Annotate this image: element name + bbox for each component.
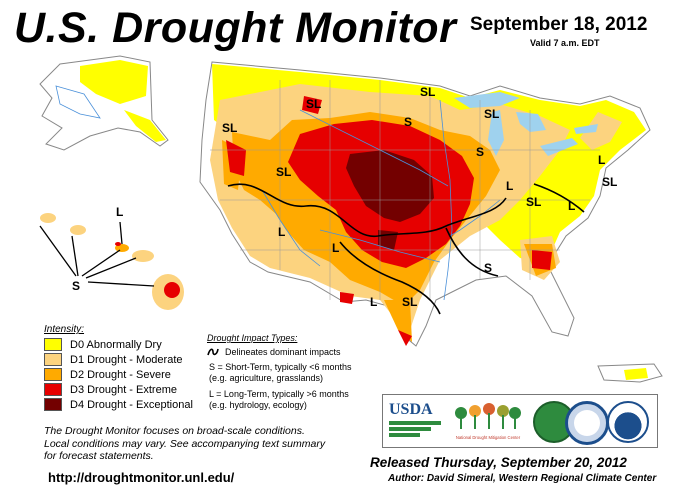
noaa-logo-icon xyxy=(607,401,649,443)
legend-label: D3 Drought - Extreme xyxy=(70,383,177,396)
impact-label: S xyxy=(484,261,492,275)
impact-label: L xyxy=(278,225,285,239)
puerto-rico xyxy=(597,363,663,383)
impact-label: SL xyxy=(526,195,541,209)
impact-label: L xyxy=(116,205,123,219)
legend-swatch xyxy=(44,368,62,381)
disclaimer-note: The Drought Monitor focuses on broad-sca… xyxy=(44,425,374,463)
impact-label: S xyxy=(476,145,484,159)
legend-label: D1 Drought - Moderate xyxy=(70,353,183,366)
impact-label: SL xyxy=(420,85,435,99)
impact-heading: Drought Impact Types: xyxy=(207,333,298,343)
impact-label: SL xyxy=(484,107,499,121)
legend-item-d2: D2 Drought - Severe xyxy=(44,367,224,382)
commerce-seal-icon xyxy=(565,401,609,445)
legend-item-d0: D0 Abnormally Dry xyxy=(44,337,224,352)
great-lakes xyxy=(454,92,598,156)
legend-heading: Intensity: xyxy=(44,324,85,335)
impact-labels: SL SL SL SL SL SL SL SL S S S L L L L L … xyxy=(72,85,617,309)
note-line-3: for forecast statements. xyxy=(44,450,154,462)
legend-label: D2 Drought - Severe xyxy=(70,368,171,381)
state-boundaries xyxy=(210,80,600,300)
valid-time: Valid 7 a.m. EDT xyxy=(530,38,600,48)
impact-label: SL xyxy=(306,97,321,111)
delineates-text: Delineates dominant impacts xyxy=(225,347,341,357)
legend-item-d1: D1 Drought - Moderate xyxy=(44,352,224,367)
impact-types-legend: Drought Impact Types: Delineates dominan… xyxy=(207,333,387,416)
legend-item-d3: D3 Drought - Extreme xyxy=(44,382,224,397)
long-term-line-2: (e.g. hydrology, ecology) xyxy=(209,400,307,410)
legend-swatch xyxy=(44,398,62,411)
note-line-1: The Drought Monitor focuses on broad-sca… xyxy=(44,425,305,437)
impact-label: SL xyxy=(222,121,237,135)
impact-label: L xyxy=(370,295,377,309)
long-term-line-1: L = Long-Term, typically >6 months xyxy=(209,389,349,399)
partner-logos: USDA National Drought Mitigation Center xyxy=(382,394,658,448)
impact-line-key: Delineates dominant impacts xyxy=(207,347,387,357)
usda-logo: USDA xyxy=(389,401,441,441)
page-title: U.S. Drought Monitor xyxy=(14,4,457,52)
source-url-link[interactable]: http://droughtmonitor.unl.edu/ xyxy=(48,470,235,485)
note-line-2: Local conditions may vary. See accompany… xyxy=(44,437,326,450)
impact-label: L xyxy=(332,241,339,255)
alaska xyxy=(39,55,169,151)
author-credit: Author: David Simeral, Western Regional … xyxy=(388,473,657,484)
legend-swatch xyxy=(44,338,62,351)
legend-swatch xyxy=(44,383,62,396)
impact-delineation-lines xyxy=(227,183,585,315)
ndmc-logo: National Drought Mitigation Center xyxy=(455,403,521,440)
legend-label: D4 Drought - Exceptional xyxy=(70,398,193,411)
impact-label: S xyxy=(72,279,80,293)
impact-label: SL xyxy=(276,165,291,179)
squiggle-line-icon xyxy=(207,348,219,356)
impact-label: SL xyxy=(602,175,617,189)
short-term-line-2: (e.g. agriculture, grasslands) xyxy=(209,373,324,383)
ndmc-logo-text: National Drought Mitigation Center xyxy=(456,435,521,440)
usda-logo-text: USDA xyxy=(389,401,433,418)
long-term-text: L = Long-Term, typically >6 months (e.g.… xyxy=(209,389,387,411)
map-date: September 18, 2012 xyxy=(470,14,648,35)
impact-label: SL xyxy=(402,295,417,309)
hawaii xyxy=(39,213,184,310)
impact-label: L xyxy=(598,153,605,167)
impact-label: S xyxy=(404,115,412,129)
legend-item-d4: D4 Drought - Exceptional xyxy=(44,397,224,412)
intensity-legend: Intensity: D0 Abnormally Dry D1 Drought … xyxy=(44,324,224,412)
legend-label: D0 Abnormally Dry xyxy=(70,338,162,351)
impact-label: L xyxy=(568,199,575,213)
short-term-text: S = Short-Term, typically <6 months (e.g… xyxy=(209,362,387,384)
impact-label: L xyxy=(506,179,513,193)
rivers xyxy=(261,99,501,301)
short-term-line-1: S = Short-Term, typically <6 months xyxy=(209,362,352,372)
legend-swatch xyxy=(44,353,62,366)
release-date: Released Thursday, September 20, 2012 xyxy=(370,455,627,470)
